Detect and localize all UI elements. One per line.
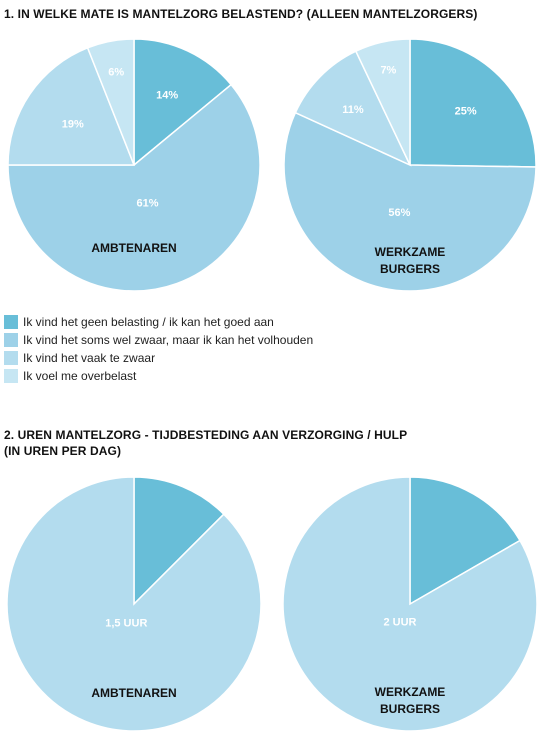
data-label: 2 UUR (383, 616, 416, 628)
pie-slice (7, 46, 136, 166)
pie-slice (6, 476, 262, 732)
data-label: 56% (388, 207, 410, 219)
data-label: 61% (136, 198, 158, 210)
legend-item: Ik voel me overbelast (4, 367, 313, 385)
legend: Ik vind het geen belasting / ik kan het … (4, 313, 313, 385)
section2-title: 2. UREN MANTELZORG - TIJDBESTEDING AAN V… (4, 428, 408, 458)
data-label: 1,5 UUR (105, 618, 147, 630)
pie-slice (7, 83, 261, 292)
pie-group-label: BURGERS (380, 702, 440, 716)
data-label: 25% (455, 105, 477, 117)
pie-slice (294, 50, 412, 167)
pie-group-label: WERKZAME (375, 245, 446, 259)
legend-item: Ik vind het geen belasting / ik kan het … (4, 313, 313, 331)
pie-group-label: WERKZAME (375, 685, 446, 699)
pie-slice (409, 476, 522, 606)
pie-slice (354, 38, 411, 166)
data-label: 11% (342, 104, 364, 116)
pie-slice (282, 476, 538, 732)
legend-item: Ik vind het soms wel zwaar, maar ik kan … (4, 331, 313, 349)
pie-group-label: BURGERS (380, 262, 440, 276)
legend-swatch (4, 351, 18, 365)
pie-slice (133, 38, 233, 167)
legend-item: Ik vind het vaak te zwaar (4, 349, 313, 367)
pie-slice (86, 38, 135, 166)
legend-label: Ik vind het geen belasting / ik kan het … (23, 315, 274, 329)
legend-swatch (4, 315, 18, 329)
data-label: 6% (108, 67, 124, 79)
data-label: 7% (380, 64, 396, 76)
pie-slice (133, 476, 225, 606)
legend-label: Ik voel me overbelast (23, 369, 137, 383)
legend-swatch (4, 333, 18, 347)
section1-title: 1. IN WELKE MATE IS MANTELZORG BELASTEND… (4, 7, 478, 21)
pie-slice (409, 38, 537, 168)
data-label: 19% (62, 118, 84, 130)
legend-label: Ik vind het vaak te zwaar (23, 351, 156, 365)
data-label: 14% (156, 89, 178, 101)
pie-group-label: AMBTENAREN (91, 686, 176, 700)
pie-group-label: AMBTENAREN (91, 241, 176, 255)
legend-label: Ik vind het soms wel zwaar, maar ik kan … (23, 333, 314, 347)
pie-slice (283, 111, 537, 292)
legend-swatch (4, 369, 18, 383)
